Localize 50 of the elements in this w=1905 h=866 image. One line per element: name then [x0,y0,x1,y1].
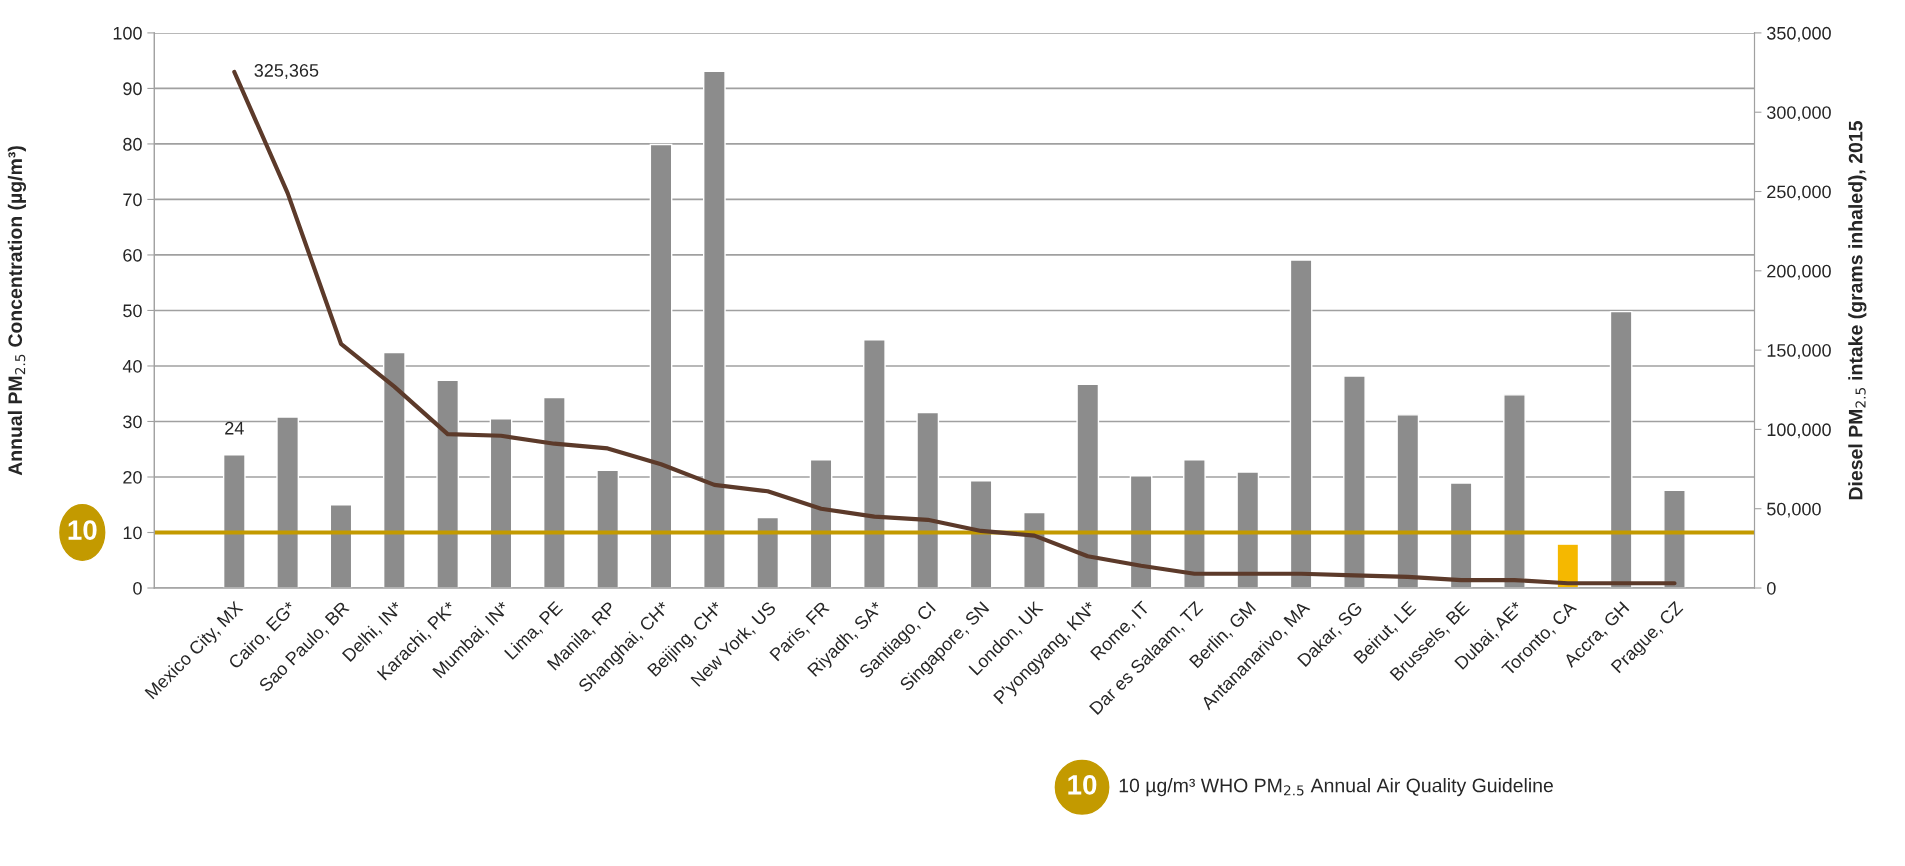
bar [542,396,566,589]
bar [382,351,406,589]
y2-tick-label: 50,000 [1767,502,1821,518]
y2-tick-label: 350,000 [1767,26,1831,42]
y-tick-label: 100 [113,26,142,40]
bar [1663,489,1686,589]
bar [1183,459,1206,589]
bar [1289,259,1313,589]
y2-tick-label: 0 [1767,581,1776,595]
y2-tick-label: 250,000 [1767,185,1831,201]
y2-tick-label: 300,000 [1767,106,1831,122]
y2-tick-label: 200,000 [1767,264,1831,280]
y-tick-label: 30 [123,415,142,429]
bar [863,339,886,589]
bar [1556,543,1580,589]
y-tick-label: 40 [122,359,142,373]
data-label: 24 [225,421,244,435]
y-tick-label: 80 [123,137,142,151]
bar [222,454,246,589]
y-axis-title: Annual PM$_{2.5}$ Concentration (µg/m³) [7,146,27,476]
bar [489,418,513,589]
y-tick-label: 70 [123,193,142,207]
y-tick-label: 60 [123,248,142,262]
bar [1396,414,1420,589]
bar [329,504,353,589]
bar [969,480,993,589]
y-tick-label: 50 [123,304,142,318]
y2-tick-label: 100,000 [1767,423,1831,439]
y-tick-label: 10 [123,526,142,540]
bar [649,143,673,589]
y2-axis-title: Diesel PM$_{2.5}$ intake (grams inhaled), 2015 [1848,121,1867,500]
bar [703,70,726,589]
text: 10 [1068,774,1097,795]
bar [276,416,300,589]
bar [1076,383,1100,589]
data-label: 325,365 [254,64,319,79]
y2-tick-label: 150,000 [1767,344,1831,359]
bar [1503,394,1526,589]
bar [436,379,460,589]
bar [916,411,940,589]
y-tick-label: 90 [123,82,142,96]
y-tick-label: 20 [123,470,142,484]
text: 10 µg/m³ WHO PM$_{2.5}$ Annual Air Quality Guideline [1119,778,1553,797]
bar [1236,471,1260,589]
ref-line-label: 10 [68,520,97,540]
y-tick-label: 0 [133,581,142,595]
bar [1609,310,1633,589]
bar [1343,375,1366,589]
bar [756,516,780,589]
bar [596,469,620,589]
